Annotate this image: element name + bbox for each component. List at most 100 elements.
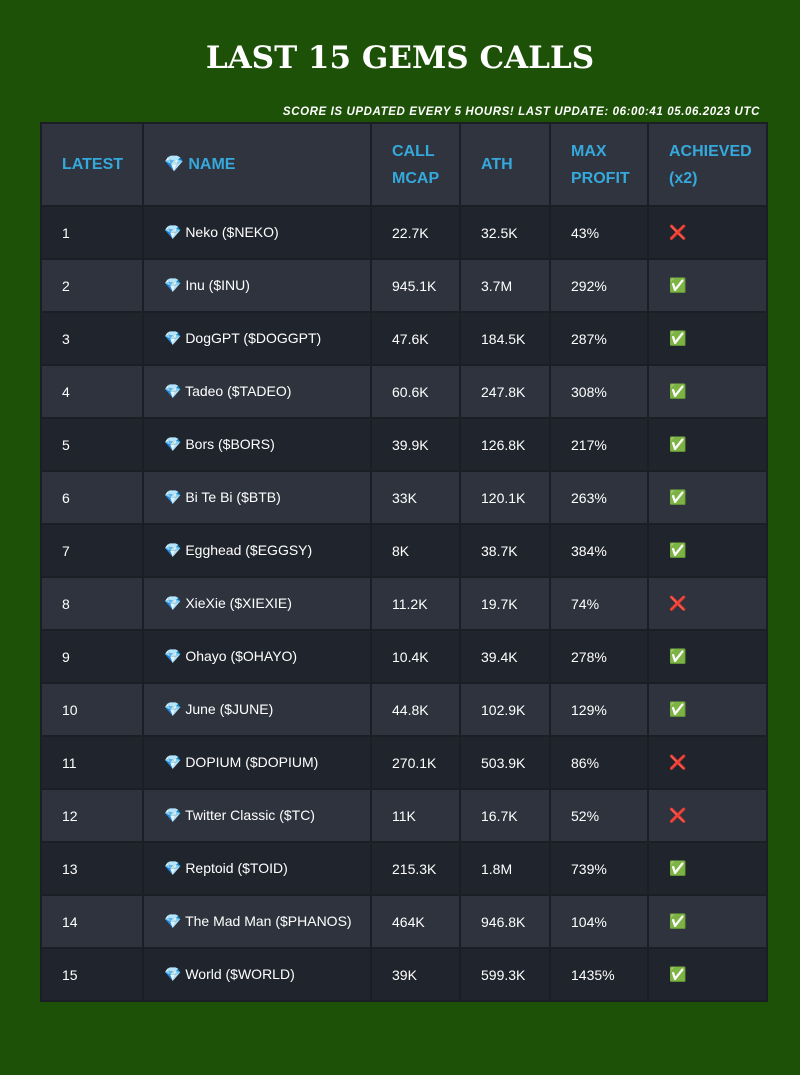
table-cell: 47.6K — [372, 313, 459, 364]
table-cell: 16.7K — [461, 790, 549, 841]
table-cell: ✅ — [649, 525, 766, 576]
table-cell: 278% — [551, 631, 647, 682]
table-row: 11 💎 DOPIUM ($DOPIUM) 270.1K 503.9K 86% ❌ — [42, 737, 766, 788]
table-cell: 💎 Ohayo ($OHAYO) — [144, 631, 370, 682]
table-cell: 384% — [551, 525, 647, 576]
table-cell: 💎 Egghead ($EGGSY) — [144, 525, 370, 576]
table-cell: 38.7K — [461, 525, 549, 576]
table-row: 6 💎 Bi Te Bi ($BTB) 33K 120.1K 263% ✅ — [42, 472, 766, 523]
table-row: 15 💎 World ($WORLD) 39K 599.3K 1435% ✅ — [42, 949, 766, 1000]
table-cell: 464K — [372, 896, 459, 947]
table-cell: ❌ — [649, 737, 766, 788]
table-cell: 503.9K — [461, 737, 549, 788]
table-cell: 102.9K — [461, 684, 549, 735]
table-cell: 💎 Neko ($NEKO) — [144, 207, 370, 258]
table-cell: 💎 XieXie ($XIEXIE) — [144, 578, 370, 629]
table-cell: 2 — [42, 260, 142, 311]
subtitle: SCORE IS UPDATED EVERY 5 HOURS! LAST UPD… — [282, 106, 760, 118]
table-cell: ✅ — [649, 631, 766, 682]
column-header: ACHIEVED (x2) — [649, 124, 766, 205]
column-header: ATH — [461, 124, 549, 205]
table-row: 13 💎 Reptoid ($TOID) 215.3K 1.8M 739% ✅ — [42, 843, 766, 894]
column-header: CALL MCAP — [372, 124, 459, 205]
table-cell: 4 — [42, 366, 142, 417]
table-cell: 52% — [551, 790, 647, 841]
table-cell: 292% — [551, 260, 647, 311]
table-cell: 599.3K — [461, 949, 549, 1000]
table-row: 14 💎 The Mad Man ($PHANOS) 464K 946.8K 104% ✅ — [42, 896, 766, 947]
table-row: 3 💎 DogGPT ($DOGGPT) 47.6K 184.5K 287% ✅ — [42, 313, 766, 364]
table-cell: 86% — [551, 737, 647, 788]
table-cell: 215.3K — [372, 843, 459, 894]
table-cell: ❌ — [649, 790, 766, 841]
table-cell: 15 — [42, 949, 142, 1000]
table-cell: ✅ — [649, 366, 766, 417]
table-cell: 💎 Bi Te Bi ($BTB) — [144, 472, 370, 523]
table-cell: 247.8K — [461, 366, 549, 417]
table-cell: 184.5K — [461, 313, 549, 364]
table-cell: 10 — [42, 684, 142, 735]
table-cell: 10.4K — [372, 631, 459, 682]
table-cell: 6 — [42, 472, 142, 523]
table-cell: 126.8K — [461, 419, 549, 470]
column-header: MAX PROFIT — [551, 124, 647, 205]
table-cell: ❌ — [649, 578, 766, 629]
table-row: 4 💎 Tadeo ($TADEO) 60.6K 247.8K 308% ✅ — [42, 366, 766, 417]
table-cell: 22.7K — [372, 207, 459, 258]
table-body: 1 💎 Neko ($NEKO) 22.7K 32.5K 43% ❌ 2 💎 Inu ($IN… — [42, 207, 766, 1000]
table-cell: 9 — [42, 631, 142, 682]
table-cell: 11 — [42, 737, 142, 788]
table-cell: 129% — [551, 684, 647, 735]
table-row: 12 💎 Twitter Classic ($TC) 11K 16.7K 52% ❌ — [42, 790, 766, 841]
table-cell: 33K — [372, 472, 459, 523]
table-cell: 308% — [551, 366, 647, 417]
table-cell: ✅ — [649, 843, 766, 894]
column-header: LATEST — [42, 124, 142, 205]
table-cell: 32.5K — [461, 207, 549, 258]
table-cell: 💎 June ($JUNE) — [144, 684, 370, 735]
table-cell: 44.8K — [372, 684, 459, 735]
table-cell: ✅ — [649, 472, 766, 523]
table-cell: 19.7K — [461, 578, 549, 629]
table-cell: 3.7M — [461, 260, 549, 311]
table-cell: 3 — [42, 313, 142, 364]
table-cell: ✅ — [649, 260, 766, 311]
gems-table: LATEST 💎 NAME CALL MCAP ATH MAX PROFIT ACHIEV… — [40, 122, 768, 1002]
table-cell: 739% — [551, 843, 647, 894]
table-cell: 💎 The Mad Man ($PHANOS) — [144, 896, 370, 947]
table-cell: 1435% — [551, 949, 647, 1000]
table-cell: 120.1K — [461, 472, 549, 523]
table-cell: 270.1K — [372, 737, 459, 788]
table-cell: 8K — [372, 525, 459, 576]
table-cell: 217% — [551, 419, 647, 470]
table-cell: 39.9K — [372, 419, 459, 470]
table-cell: 39.4K — [461, 631, 549, 682]
table-cell: 287% — [551, 313, 647, 364]
table-cell: 43% — [551, 207, 647, 258]
table-cell: ✅ — [649, 684, 766, 735]
table-cell: 💎 DOPIUM ($DOPIUM) — [144, 737, 370, 788]
table-cell: ❌ — [649, 207, 766, 258]
table-cell: 945.1K — [372, 260, 459, 311]
table-cell: 7 — [42, 525, 142, 576]
table-row: 1 💎 Neko ($NEKO) 22.7K 32.5K 43% ❌ — [42, 207, 766, 258]
table-cell: 💎 DogGPT ($DOGGPT) — [144, 313, 370, 364]
table-cell: 8 — [42, 578, 142, 629]
table-cell: 12 — [42, 790, 142, 841]
table-cell: 1.8M — [461, 843, 549, 894]
table-cell: 946.8K — [461, 896, 549, 947]
table-row: 10 💎 June ($JUNE) 44.8K 102.9K 129% ✅ — [42, 684, 766, 735]
table-row: 9 💎 Ohayo ($OHAYO) 10.4K 39.4K 278% ✅ — [42, 631, 766, 682]
table-row: 2 💎 Inu ($INU) 945.1K 3.7M 292% ✅ — [42, 260, 766, 311]
table-cell: 11.2K — [372, 578, 459, 629]
table-cell: 💎 Reptoid ($TOID) — [144, 843, 370, 894]
table-cell: 11K — [372, 790, 459, 841]
table-cell: 74% — [551, 578, 647, 629]
table-cell: 1 — [42, 207, 142, 258]
table-row: 7 💎 Egghead ($EGGSY) 8K 38.7K 384% ✅ — [42, 525, 766, 576]
table-cell: 104% — [551, 896, 647, 947]
table-cell: 💎 Tadeo ($TADEO) — [144, 366, 370, 417]
table-cell: 60.6K — [372, 366, 459, 417]
table-row: 8 💎 XieXie ($XIEXIE) 11.2K 19.7K 74% ❌ — [42, 578, 766, 629]
